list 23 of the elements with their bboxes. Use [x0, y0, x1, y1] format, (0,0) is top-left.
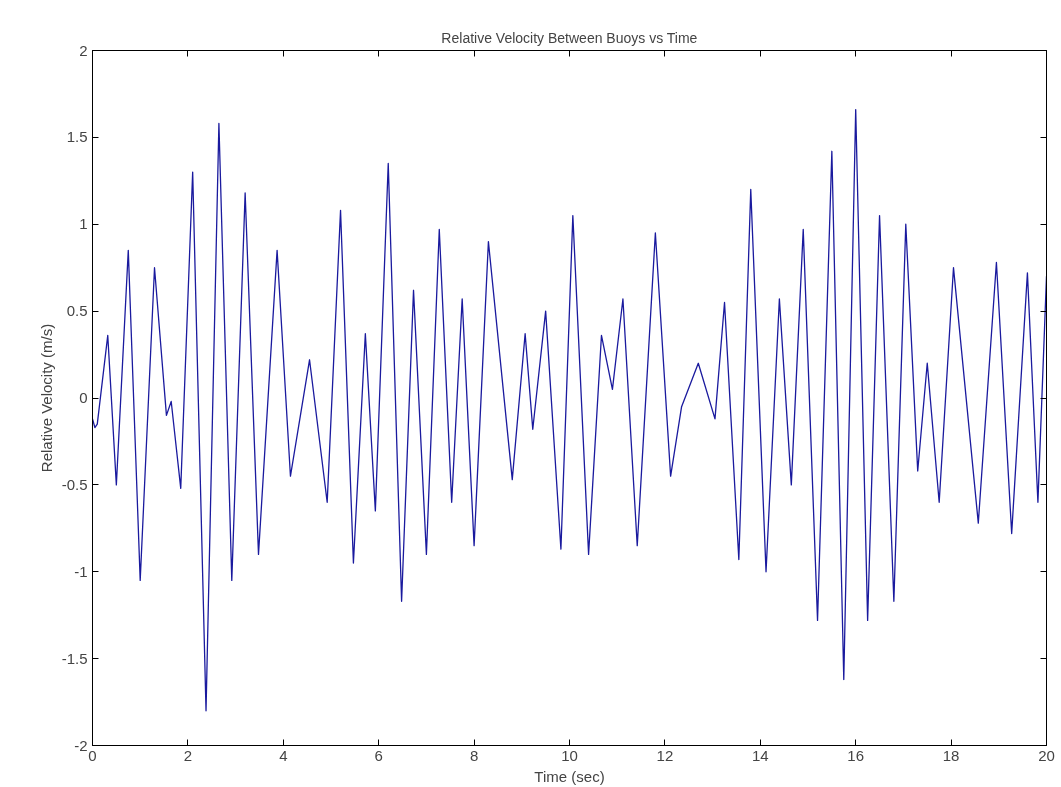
y-tick-label: 2: [79, 41, 88, 59]
y-tick-label: -1.5: [61, 649, 88, 667]
x-tick-label: 12: [656, 746, 674, 764]
y-tick-label: -0.5: [61, 475, 88, 493]
x-tick-label: 10: [561, 746, 578, 764]
y-tick-label: 1.5: [66, 128, 88, 146]
x-tick-label: 16: [847, 746, 865, 764]
x-tick-label: 20: [1038, 746, 1055, 764]
chart-title: Relative Velocity Between Buoys vs Time: [441, 29, 698, 46]
line-series: [92, 108, 1047, 712]
y-axis-title: Relative Velocity (m/s): [37, 323, 55, 473]
x-tick-label: 6: [374, 746, 383, 764]
x-tick-label: 14: [751, 746, 769, 764]
y-tick-label: 0.5: [66, 302, 88, 320]
y-tick-label: -1: [74, 562, 88, 580]
x-tick-label: 4: [279, 746, 288, 764]
x-tick-label: 2: [183, 746, 193, 764]
x-axis-title: Time (sec): [534, 767, 605, 785]
x-tick-label: 18: [942, 746, 960, 764]
y-tick-label: 1: [79, 215, 88, 233]
x-tick-label: 8: [469, 746, 479, 764]
y-tick-label: -2: [74, 736, 88, 754]
y-tick-label: 0: [79, 389, 88, 406]
